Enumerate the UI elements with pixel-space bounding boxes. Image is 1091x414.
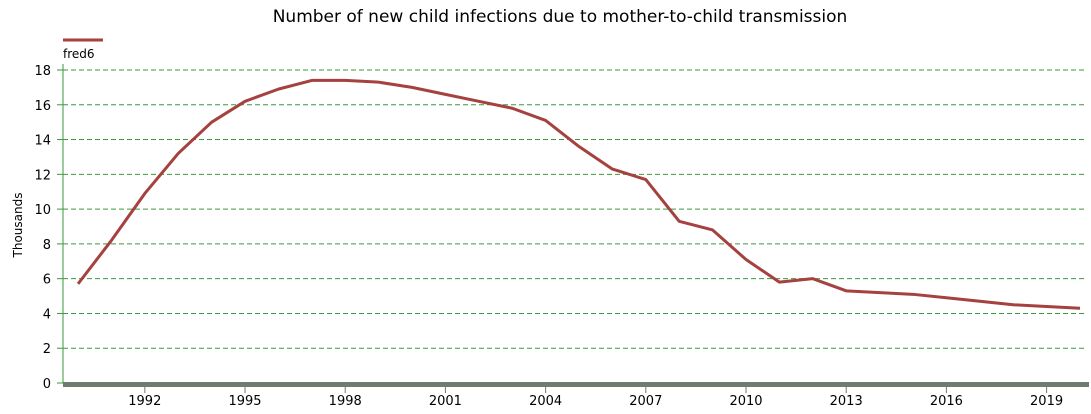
y-tick-label: 4 [43, 307, 51, 322]
x-tick-label: 1998 [329, 394, 362, 409]
y-tick-label: 12 [34, 168, 51, 183]
x-axis [63, 382, 1089, 387]
x-tick-label: 2004 [529, 394, 562, 409]
y-tick-label: 10 [34, 203, 51, 218]
y-tick-label: 16 [34, 99, 51, 114]
y-tick-label: 0 [43, 377, 51, 392]
legend-label: fred6 [63, 47, 95, 61]
x-tick-label: 2007 [629, 394, 662, 409]
y-tick-label: 18 [34, 64, 51, 79]
y-axis-label: Thousands [11, 193, 25, 259]
x-tick-label: 2001 [429, 394, 462, 409]
x-tick-label: 1995 [228, 394, 261, 409]
y-tick-label: 14 [34, 134, 51, 149]
x-tick-label: 1992 [128, 394, 161, 409]
x-tick-label: 2016 [930, 394, 963, 409]
y-tick-label: 2 [43, 342, 51, 357]
y-tick-label: 8 [43, 238, 51, 253]
x-tick-label: 2013 [830, 394, 863, 409]
series-line [76, 78, 1081, 310]
y-tick-label: 6 [43, 273, 51, 288]
chart-title: Number of new child infections due to mo… [273, 7, 848, 27]
x-tick-label: 2010 [729, 394, 762, 409]
x-tick-label: 2019 [1030, 394, 1063, 409]
